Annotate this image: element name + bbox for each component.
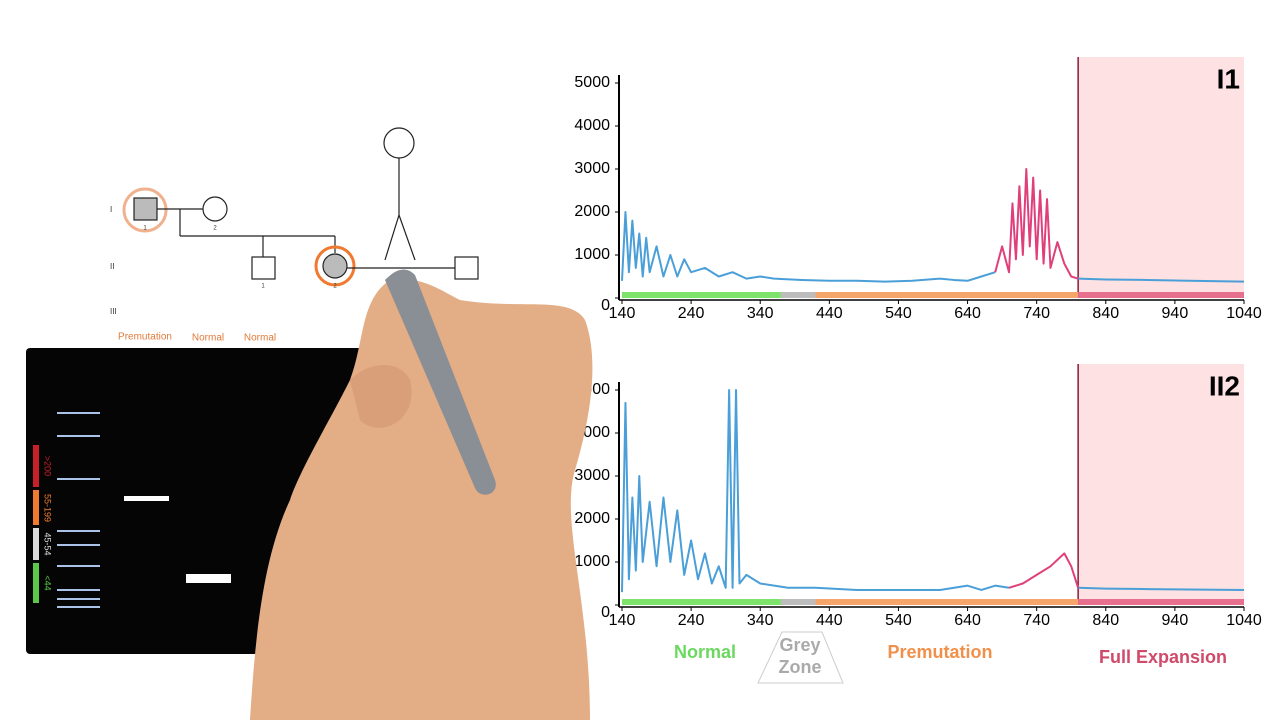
id: 1 (143, 226, 147, 232)
male (454, 256, 479, 280)
gen-label: I (110, 205, 112, 214)
x-tick-label: 540 (885, 612, 912, 629)
zone (1078, 599, 1244, 605)
chart-title: I1 (1217, 63, 1240, 94)
male (251, 256, 276, 280)
size-label: >200 (43, 456, 53, 476)
x-tick-label: 440 (816, 305, 843, 322)
x-tick-label: 1040 (1226, 305, 1262, 322)
pedigree (122, 127, 479, 287)
y-tick-label: 2000 (574, 510, 610, 527)
gel-labels: >200 55-199 45-54 <44 (43, 456, 53, 591)
highlight (314, 245, 356, 287)
shade (1078, 57, 1244, 298)
x-tick-label: 640 (954, 305, 981, 322)
x-tick-label: 840 (1092, 612, 1119, 629)
shade (1078, 364, 1244, 605)
skin (250, 279, 593, 720)
zone (780, 599, 816, 605)
y-tick-label: 0 (601, 604, 610, 621)
female (202, 196, 228, 222)
size-bar (33, 563, 39, 603)
ladder (57, 412, 100, 608)
marker (385, 269, 496, 495)
x-tick-label: 740 (1023, 305, 1050, 322)
size-bar (33, 445, 39, 487)
gen-label: III (110, 307, 117, 316)
y-tick-label: 3000 (574, 467, 610, 484)
x-tick-label: 240 (678, 612, 705, 629)
x-tick-label: 1040 (1226, 612, 1262, 629)
y-tick-label: 5000 (574, 74, 610, 91)
x-tick-label: 940 (1162, 612, 1189, 629)
x-tick-label: 940 (1162, 305, 1189, 322)
band (124, 496, 169, 501)
status: Normal (192, 333, 224, 344)
zone (1078, 292, 1244, 298)
female (322, 253, 348, 279)
size-label: 45-54 (43, 532, 53, 555)
pedigree-text: I II III 1 2 1 2 Premutation Normal Norm… (110, 205, 337, 344)
size-label: 55-199 (43, 494, 53, 522)
zone (622, 599, 781, 605)
x-tick-label: 140 (609, 305, 636, 322)
y-tick-label: 3000 (574, 160, 610, 177)
figure-body (384, 158, 416, 261)
x-tick-label: 440 (816, 612, 843, 629)
male (133, 197, 158, 221)
zone-label: Normal (673, 642, 736, 662)
knuckle (350, 365, 412, 428)
y-tick-label: 0 (601, 297, 610, 314)
x-tick-label: 740 (1023, 612, 1050, 629)
zone-label: Full Expansion (1098, 647, 1227, 667)
hand (250, 269, 593, 720)
highlight (122, 187, 168, 233)
id: 2 (213, 226, 217, 232)
x-tick-label: 240 (678, 305, 705, 322)
band (186, 574, 231, 583)
x-tick-label: 140 (609, 612, 636, 629)
y-tick-label: 1000 (574, 553, 610, 570)
grey-zone-frame (757, 631, 844, 684)
zone (815, 599, 1079, 605)
zone (622, 292, 781, 298)
y-tick-label: 4000 (574, 117, 610, 134)
y-tick-label: 1000 (574, 246, 610, 263)
x-tick-label: 840 (1092, 305, 1119, 322)
zone-label: Premutation (887, 642, 993, 662)
size-bar (33, 528, 39, 560)
figure-head (383, 127, 415, 159)
size-bar (33, 490, 39, 525)
zone (780, 292, 816, 298)
status: Premutation (118, 332, 172, 343)
line (1008, 552, 1080, 589)
line (621, 389, 1245, 593)
x-tick-label: 340 (747, 305, 774, 322)
gen-label: II (110, 262, 114, 271)
size-label: <44 (43, 575, 53, 590)
x-tick-label: 340 (747, 612, 774, 629)
x-tick-label: 640 (954, 612, 981, 629)
id: 1 (261, 284, 265, 290)
status: Normal (244, 333, 276, 344)
line (994, 168, 1079, 280)
x-tick-label: 540 (885, 305, 912, 322)
id: 2 (333, 284, 337, 290)
zone-label: Grey Zone (778, 635, 822, 677)
charts: 0 1000 2000 3000 4000 5000 140 240 340 440 540 640 7… (574, 57, 1262, 629)
line (621, 211, 1245, 283)
zone (815, 292, 1079, 298)
y-tick-label: 2000 (574, 203, 610, 220)
chart-title: II2 (1209, 370, 1240, 401)
